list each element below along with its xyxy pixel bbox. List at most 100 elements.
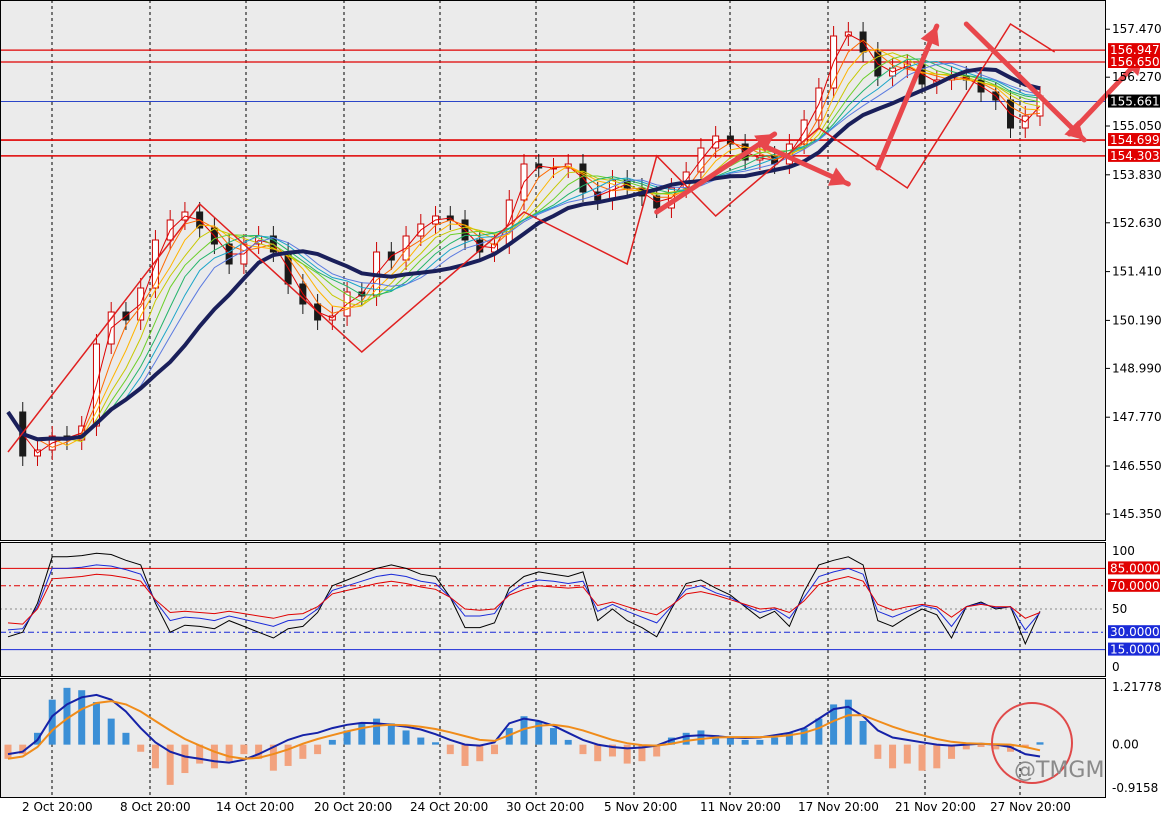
- macd-histogram-bar: [240, 744, 248, 755]
- macd-histogram-bar: [92, 702, 100, 745]
- macd-histogram-bar: [151, 744, 159, 769]
- macd-histogram-bar: [564, 739, 572, 745]
- macd-histogram-bar: [461, 744, 469, 766]
- x-tick-label: 21 Nov 20:00: [895, 800, 976, 814]
- macd-histogram-bar: [859, 720, 867, 745]
- macd-histogram-bar: [1021, 744, 1029, 748]
- ribbon-ma-line: [7, 48, 1041, 447]
- ribbon-ma-line: [7, 58, 1041, 440]
- macd-histogram-bar: [608, 744, 616, 757]
- macd-histogram-bar: [1036, 742, 1044, 745]
- macd-histogram-bar: [520, 716, 528, 745]
- oscillator-tick-label: 100: [1112, 544, 1135, 558]
- macd-histogram-bar: [196, 744, 204, 764]
- trend-arrow-head: [920, 26, 940, 47]
- macd-histogram-bar: [726, 737, 734, 745]
- price-tick-label: 152.630: [1112, 216, 1162, 230]
- macd-histogram-bar: [63, 687, 71, 745]
- slow-ma-line: [6, 66, 1041, 442]
- macd-histogram-bar: [269, 744, 277, 771]
- ribbon-ma-line: [7, 60, 1041, 440]
- oscillator-level-tag-box: [1108, 642, 1160, 656]
- macd-histogram-bar: [962, 744, 970, 750]
- current-price-tag-box: [1108, 94, 1160, 108]
- ribbon-ma-line: [7, 33, 1041, 454]
- oscillator-level-tag-label: 15.0000: [1110, 643, 1160, 657]
- macd-histogram-bar: [491, 744, 499, 755]
- oscillator-line: [7, 564, 1041, 631]
- macd-histogram-bar: [476, 744, 484, 762]
- macd-histogram-bar: [107, 718, 115, 745]
- price-tick-label: 146.550: [1112, 459, 1162, 473]
- macd-histogram-bar: [977, 744, 985, 748]
- macd-tick-label: -0.9158: [1112, 781, 1158, 795]
- x-tick-label: 20 Oct 20:00: [314, 800, 392, 814]
- price-tick-label: 148.990: [1112, 361, 1162, 375]
- macd-histogram-bar: [844, 699, 852, 745]
- highlight-circle: [991, 702, 1073, 784]
- macd-histogram-bar: [343, 730, 351, 745]
- macd-histogram-bar: [1007, 744, 1015, 752]
- trend-arrow-shaft: [963, 21, 1087, 143]
- price-series: [6, 22, 1044, 466]
- macd-histogram-bar: [181, 744, 189, 774]
- level-tag-label: 154.303: [1110, 149, 1160, 163]
- oscillator-tick-label: 50: [1112, 602, 1127, 616]
- macd-histogram-bar: [4, 744, 12, 759]
- price-tick-label: 157.470: [1112, 22, 1162, 36]
- x-tick-label: 5 Nov 20:00: [604, 800, 677, 814]
- macd-histogram-bar: [815, 718, 823, 745]
- trend-arrow-head: [827, 167, 849, 186]
- ribbon-ma-line: [7, 62, 1041, 440]
- x-tick-label: 2 Oct 20:00: [22, 800, 93, 814]
- price-tick-label: 153.830: [1112, 168, 1162, 182]
- x-tick-label: 11 Nov 20:00: [700, 800, 781, 814]
- axis-labels: 2 Oct 20:00 8 Oct 20:00 14 Oct 20:00 20 Oct…: [22, 22, 1162, 814]
- level-tag-box: [1108, 43, 1160, 57]
- macd-line: [7, 693, 1041, 764]
- price-tick-label: 151.410: [1112, 265, 1162, 279]
- macd-histogram-bar: [889, 744, 897, 769]
- macd-histogram-bar: [446, 744, 454, 755]
- macd-histogram-bar: [255, 744, 263, 759]
- current-price-tag-label: 155.661: [1110, 95, 1160, 109]
- macd-histogram-bar: [933, 744, 941, 769]
- macd-histogram-bar: [741, 739, 749, 745]
- oscillator-panel-frame: [0, 542, 1106, 677]
- oscillator-line: [7, 552, 1041, 646]
- macd-histogram-bar: [284, 744, 292, 766]
- macd-histogram-bar: [505, 728, 513, 745]
- macd-histogram-bar: [579, 744, 587, 755]
- macd-histogram-bar: [314, 744, 322, 755]
- oscillator-level-tag-label: 70.0000: [1110, 579, 1160, 593]
- x-tick-label: 8 Oct 20:00: [120, 800, 191, 814]
- x-tick-label: 24 Oct 20:00: [410, 800, 488, 814]
- macd-histogram-bar: [402, 730, 410, 745]
- oscillator-level-tag-label: 85.0000: [1110, 561, 1160, 575]
- level-tag-box: [1108, 133, 1160, 147]
- macd-histogram-bar: [903, 744, 911, 764]
- macd-histogram-bar: [948, 744, 956, 759]
- x-tick-label: 27 Nov 20:00: [990, 800, 1071, 814]
- macd-histogram-bar: [638, 744, 646, 762]
- macd-histogram-bar: [697, 730, 705, 745]
- x-tick-label: 17 Nov 20:00: [798, 800, 879, 814]
- oscillator-level-tag-box: [1108, 561, 1160, 575]
- level-tag-label: 156.947: [1110, 43, 1160, 57]
- macd-histogram-bar: [210, 744, 218, 769]
- macd-histogram-bar: [432, 742, 440, 745]
- macd-tick-label: 0.00: [1112, 738, 1139, 752]
- oscillator-level-tag-box: [1108, 625, 1160, 639]
- macd-histogram-bar: [594, 744, 602, 762]
- macd-histogram-bar: [19, 744, 27, 755]
- price-panel-frame: [0, 0, 1106, 541]
- horizontal-levels: [0, 49, 1106, 157]
- macd-histogram-bar: [712, 735, 720, 745]
- macd-histogram-bar: [667, 737, 675, 745]
- oscillator-level-tag-box: [1108, 578, 1160, 592]
- oscillator-series: [0, 552, 1106, 651]
- macd-histogram-bar: [771, 737, 779, 745]
- oscillator-line: [7, 573, 1041, 625]
- macd-histogram-bar: [800, 728, 808, 745]
